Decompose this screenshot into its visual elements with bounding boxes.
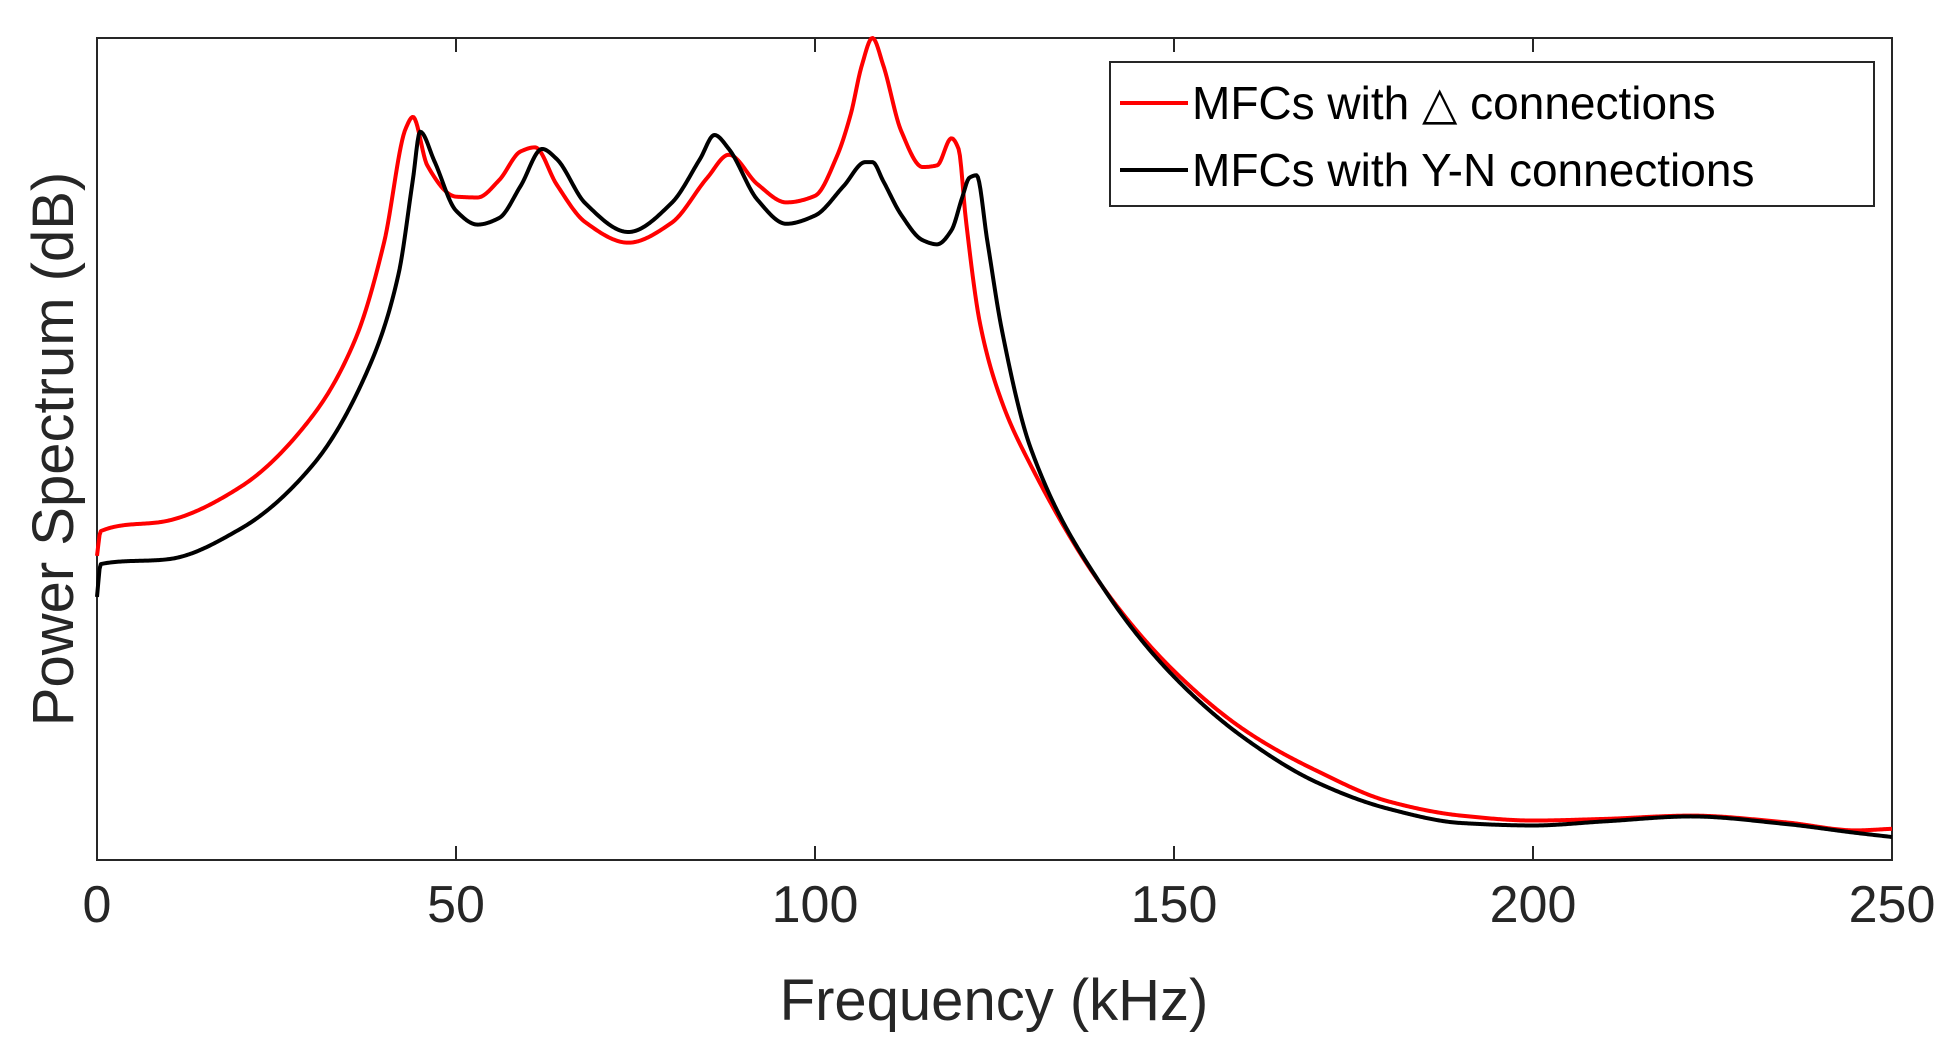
x-axis-label: Frequency (kHz) <box>780 968 1209 1033</box>
legend-box <box>1109 61 1875 207</box>
series-layer <box>95 36 1893 839</box>
x-tick-label: 150 <box>1131 876 1218 934</box>
x-axis: 0 50 100 150 200 250 <box>83 38 1936 934</box>
x-tick-label: 200 <box>1490 876 1577 934</box>
series-line-yn <box>95 129 1893 839</box>
y-axis-label: Power Spectrum (dB) <box>21 172 86 726</box>
x-tick-label: 250 <box>1849 876 1936 934</box>
legend: MFCs with △ connections MFCs with Y-N co… <box>1109 61 1875 207</box>
x-tick-label: 50 <box>427 876 485 934</box>
legend-entry-yn: MFCs with Y-N connections <box>1192 144 1754 196</box>
legend-entry-delta: MFCs with △ connections <box>1192 77 1716 129</box>
x-tick-label: 0 <box>83 876 112 934</box>
x-tick-label: 100 <box>772 876 859 934</box>
series-line-delta <box>95 36 1893 833</box>
